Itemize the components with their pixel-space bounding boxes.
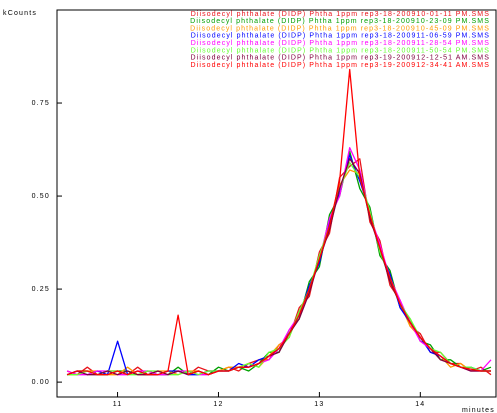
legend-entry: Diisodecyl phthalate (DIDP) Phtha 1ppm r… [191,47,490,54]
series-line [66,158,491,376]
legend-entry: Diisodecyl phthalate (DIDP) Phtha 1ppm r… [191,40,490,47]
series-line [67,161,491,376]
x-tick-label: 12 [213,401,223,408]
y-tick-label: 0.25 [32,286,50,293]
series-line [66,150,492,376]
x-tick-label: 11 [113,401,123,408]
plot-frame [56,9,497,398]
legend-entry: Diisodecyl phthalate (DIDP) Phtha 1ppm r… [191,33,490,40]
legend-entry: Diisodecyl phthalate (DIDP) Phtha 1ppm r… [190,18,490,25]
legend-entry: Diisodecyl phthalate (DIDP) Phtha 1ppm r… [190,25,490,32]
x-tick-label: 14 [415,401,425,408]
y-axis-title: kCounts [3,10,37,17]
legend-entry: Diisodecyl phthalate (DIDP) Phtha 1ppm r… [191,11,490,18]
series-line [66,147,492,376]
legend-entry: Diisodecyl phthalate (DIDP) Phtha 1ppm r… [191,62,490,69]
legend-entry: Diisodecyl phthalate (DIDP) Phtha 1ppm r… [191,55,490,62]
x-tick-label: 13 [314,401,324,408]
y-tick-label: 0.75 [32,100,50,107]
series-line [66,154,491,376]
x-axis-title: minutes [462,407,495,413]
y-tick-label: 0.50 [32,193,50,200]
series-line [66,158,492,376]
series-line [66,68,491,376]
y-tick-label: 0.00 [32,379,50,386]
